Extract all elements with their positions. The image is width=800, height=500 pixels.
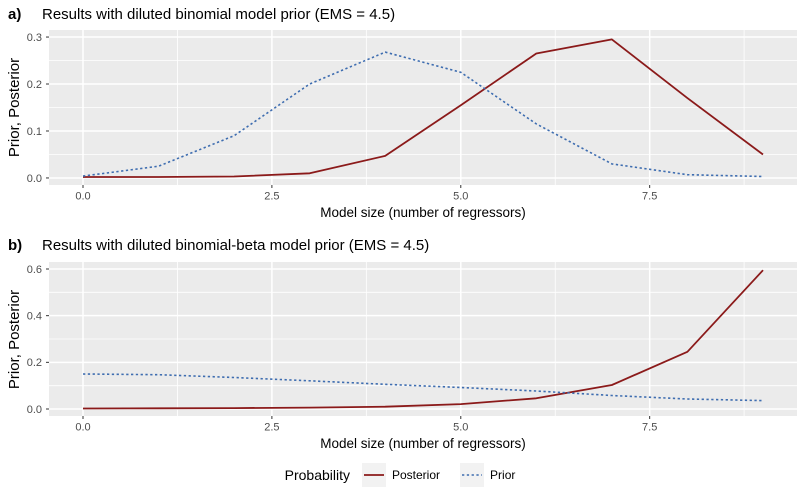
svg-text:0.2: 0.2 — [27, 357, 42, 369]
svg-text:0.0: 0.0 — [75, 191, 90, 203]
svg-text:0.3: 0.3 — [27, 32, 42, 44]
panel-a-y-axis-title: Prior, Posterior — [6, 57, 24, 158]
panel-b-x-axis-title: Model size (number of regressors) — [320, 436, 526, 451]
svg-text:0.0: 0.0 — [27, 404, 42, 416]
panel-a-title-row: a) Results with diluted binomial model pr… — [8, 6, 395, 23]
panel-a-x-axis-title: Model size (number of regressors) — [320, 205, 526, 220]
legend-key-prior — [460, 463, 485, 487]
legend-key-posterior — [362, 463, 386, 487]
svg-text:0.0: 0.0 — [75, 422, 90, 434]
svg-text:2.5: 2.5 — [264, 422, 279, 434]
panel-b-title-row: b) Results with diluted binomial-beta mod… — [8, 237, 429, 254]
panel-a-label: a) — [8, 6, 22, 23]
legend: Probability Posterior Prior — [0, 459, 800, 491]
svg-text:7.5: 7.5 — [642, 191, 657, 203]
svg-text:0.1: 0.1 — [27, 126, 42, 138]
legend-title: Probability — [284, 467, 350, 483]
chart-panel-b: 0.0 2.5 5.0 7.5 0.0 0.2 0.4 0.6 — [27, 262, 797, 434]
panel-b-y-axis-title: Prior, Posterior — [6, 289, 24, 389]
panel-b-title: Results with diluted binomial-beta model… — [42, 237, 430, 254]
svg-text:0.0: 0.0 — [27, 173, 42, 185]
legend-label-posterior: Posterior — [392, 468, 441, 482]
svg-text:0.4: 0.4 — [27, 310, 42, 322]
chart-panel-a: 0.0 2.5 5.0 7.5 0.0 0.1 0.2 0.3 — [27, 30, 797, 203]
panel-b-y-axis-title-wrap: Prior, Posterior — [0, 262, 30, 416]
svg-text:5.0: 5.0 — [453, 422, 468, 434]
svg-text:0.6: 0.6 — [27, 264, 42, 276]
svg-text:2.5: 2.5 — [264, 191, 279, 203]
svg-text:0.2: 0.2 — [27, 79, 42, 91]
panel-b-label: b) — [8, 237, 23, 254]
panel-a-title: Results with diluted binomial model prio… — [42, 6, 396, 23]
legend-label-prior: Prior — [490, 468, 516, 482]
panel-a-y-axis-title-wrap: Prior, Posterior — [0, 30, 30, 185]
svg-text:5.0: 5.0 — [453, 191, 468, 203]
svg-text:7.5: 7.5 — [642, 422, 657, 434]
